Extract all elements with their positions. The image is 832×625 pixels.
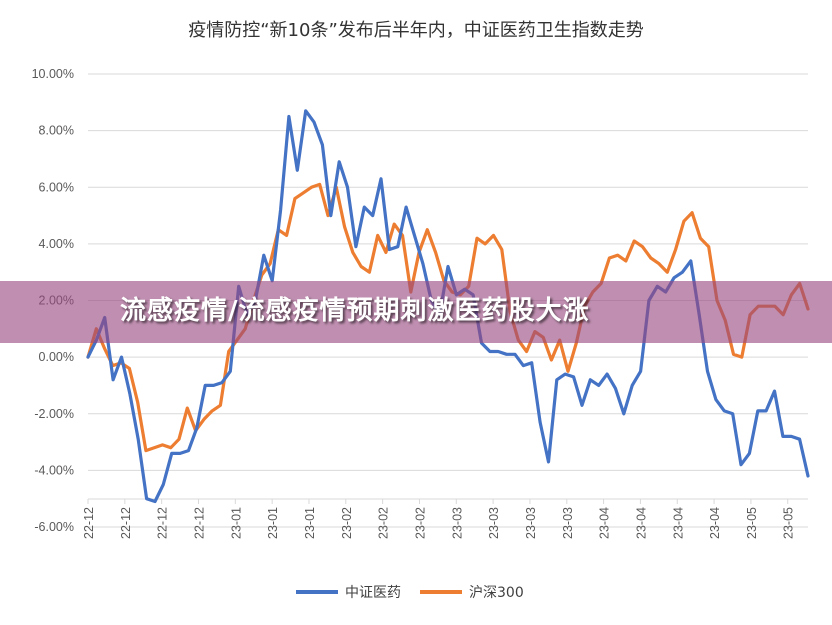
y-tick-label: 4.00% [39, 237, 74, 251]
banner-headline: 流感疫情/流感疫情预期刺激医药股大涨 [120, 296, 590, 326]
series-line-zhongzheng [86, 109, 810, 504]
x-tick-label: 23-04 [708, 507, 722, 539]
x-tick-label: 22-12 [119, 507, 133, 539]
x-tick-label: 23-04 [671, 507, 685, 539]
chart-title: 疫情防控“新10条”发布后半年内，中证医药卫生指数走势 [188, 20, 644, 41]
x-tick-label: 23-03 [450, 507, 464, 539]
x-tick-label: 23-01 [229, 507, 243, 539]
x-tick-label: 23-02 [377, 507, 391, 539]
y-tick-label: 8.00% [39, 124, 74, 138]
x-tick-label: 22-12 [82, 507, 96, 539]
legend-label-hushen300: 沪深300 [469, 585, 524, 601]
y-tick-label: -4.00% [34, 463, 74, 477]
x-tick-label: 22-12 [192, 507, 206, 539]
y-tick-label: -2.00% [34, 407, 74, 421]
x-tick-label: 23-04 [598, 507, 612, 539]
y-tick-label: 0.00% [39, 350, 74, 364]
x-tick-label: 23-03 [561, 507, 575, 539]
x-tick-label: 23-02 [413, 507, 427, 539]
x-tick-label: 22-12 [156, 507, 170, 539]
x-tick-label: 23-04 [634, 507, 648, 539]
x-tick-label: 23-03 [487, 507, 501, 539]
x-tick-label: 23-03 [524, 507, 538, 539]
y-tick-label: -6.00% [34, 520, 74, 534]
x-tick-label: 23-02 [340, 507, 354, 539]
x-tick-label: 23-01 [303, 507, 317, 539]
x-tick-label: 23-01 [266, 507, 280, 539]
x-axis: 22-12 22-12 22-12 22-12 23-01 23-01 23-01 23-02… [82, 498, 808, 539]
banner-overlay [0, 281, 832, 343]
x-tick-label: 23-05 [782, 507, 796, 539]
x-tick-label: 23-05 [745, 507, 759, 539]
y-tick-label: 6.00% [39, 180, 74, 194]
legend: 中证医药 沪深300 [296, 585, 524, 601]
legend-label-zhongzheng: 中证医药 [345, 585, 401, 601]
y-tick-label: 10.00% [32, 67, 74, 81]
